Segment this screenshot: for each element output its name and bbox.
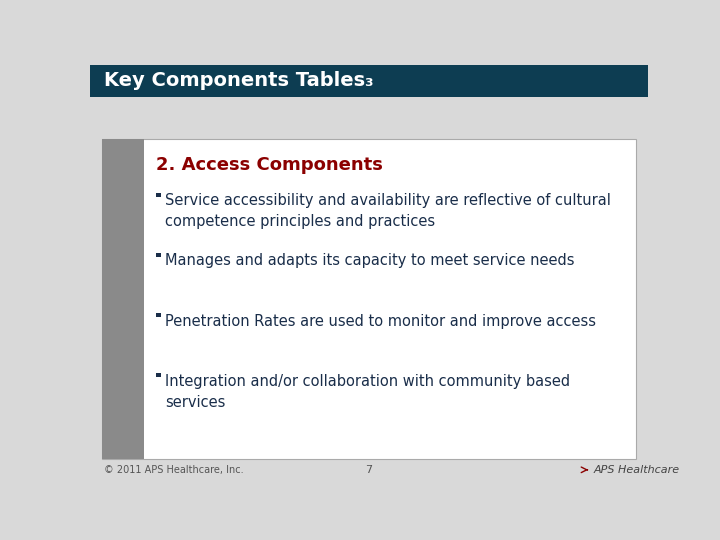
Text: 2. Access Components: 2. Access Components [156, 157, 383, 174]
Bar [102, 139, 144, 459]
Text: Integration and/or collaboration with community based
services: Integration and/or collaboration with co… [165, 374, 570, 409]
Text: Key Components Tables₃: Key Components Tables₃ [104, 71, 374, 91]
Text: Manages and adapts its capacity to meet service needs: Manages and adapts its capacity to meet … [165, 253, 575, 268]
Text: 7: 7 [366, 465, 372, 475]
Bar [90, 65, 648, 97]
Bar [156, 373, 161, 377]
Text: Penetration Rates are used to monitor and improve access: Penetration Rates are used to monitor an… [165, 314, 596, 328]
Text: Service accessibility and availability are reflective of cultural
competence pri: Service accessibility and availability a… [165, 193, 611, 230]
Text: © 2011 APS Healthcare, Inc.: © 2011 APS Healthcare, Inc. [104, 465, 243, 475]
Bar [156, 193, 161, 197]
Bar [156, 253, 161, 257]
Text: APS Healthcare: APS Healthcare [594, 465, 680, 475]
Bar [156, 313, 161, 318]
Bar [102, 139, 636, 459]
